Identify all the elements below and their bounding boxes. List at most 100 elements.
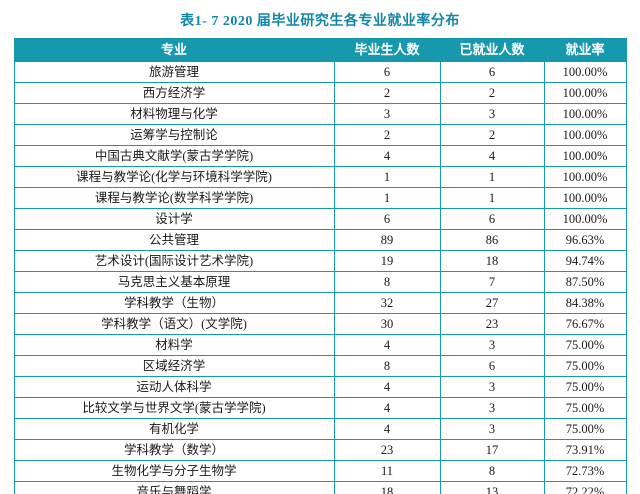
cell-major: 设计学 [13,208,335,230]
cell-graduate-count: 6 [333,208,441,230]
cell-employed-count: 13 [439,481,545,494]
cell-major: 生物化学与分子生物学 [13,460,335,482]
cell-employment-rate: 76.67% [543,313,627,335]
header-employed-count: 已就业人数 [439,38,545,62]
cell-employed-count: 6 [439,355,545,377]
cell-graduate-count: 4 [333,376,441,398]
cell-employed-count: 6 [439,208,545,230]
cell-graduate-count: 4 [333,418,441,440]
table-row: 学科教学（数学） 23 17 73.91% [13,439,627,461]
cell-graduate-count: 4 [333,334,441,356]
cell-employment-rate: 96.63% [543,229,627,251]
cell-employed-count: 3 [439,418,545,440]
cell-graduate-count: 11 [333,460,441,482]
cell-major: 运动人体科学 [13,376,335,398]
table-row: 公共管理 89 86 96.63% [13,229,627,251]
table-row: 西方经济学 2 2 100.00% [13,82,627,104]
cell-employment-rate: 73.91% [543,439,627,461]
header-graduate-count: 毕业生人数 [333,38,441,62]
table-row: 音乐与舞蹈学 18 13 72.22% [13,481,627,494]
cell-employed-count: 8 [439,460,545,482]
cell-employed-count: 1 [439,166,545,188]
cell-graduate-count: 8 [333,271,441,293]
cell-employment-rate: 94.74% [543,250,627,272]
table-row: 生物化学与分子生物学 11 8 72.73% [13,460,627,482]
cell-employment-rate: 100.00% [543,145,627,167]
cell-major: 课程与教学论(数学科学学院) [13,187,335,209]
cell-employment-rate: 84.38% [543,292,627,314]
cell-major: 音乐与舞蹈学 [13,481,335,494]
cell-graduate-count: 1 [333,187,441,209]
cell-major: 材料物理与化学 [13,103,335,125]
cell-employment-rate: 75.00% [543,376,627,398]
cell-employment-rate: 72.73% [543,460,627,482]
cell-major: 马克思主义基本原理 [13,271,335,293]
cell-major: 公共管理 [13,229,335,251]
cell-graduate-count: 4 [333,145,441,167]
header-major: 专业 [13,38,335,62]
cell-employment-rate: 87.50% [543,271,627,293]
cell-graduate-count: 1 [333,166,441,188]
cell-major: 中国古典文献学(蒙古学学院) [13,145,335,167]
cell-employment-rate: 72.22% [543,481,627,494]
cell-employment-rate: 75.00% [543,355,627,377]
table-row: 学科教学（语文）(文学院) 30 23 76.67% [13,313,627,335]
cell-employed-count: 6 [439,61,545,83]
cell-employment-rate: 100.00% [543,61,627,83]
cell-employment-rate: 100.00% [543,124,627,146]
table-row: 学科教学（生物） 32 27 84.38% [13,292,627,314]
table-row: 运动人体科学 4 3 75.00% [13,376,627,398]
cell-employment-rate: 75.00% [543,397,627,419]
cell-employed-count: 86 [439,229,545,251]
table-row: 材料学 4 3 75.00% [13,334,627,356]
cell-major: 课程与教学论(化学与环境科学学院) [13,166,335,188]
cell-employed-count: 1 [439,187,545,209]
cell-graduate-count: 3 [333,103,441,125]
cell-graduate-count: 32 [333,292,441,314]
cell-graduate-count: 19 [333,250,441,272]
cell-major: 学科教学（语文）(文学院) [13,313,335,335]
cell-employment-rate: 100.00% [543,208,627,230]
cell-employed-count: 23 [439,313,545,335]
table-row: 艺术设计(国际设计艺术学院) 19 18 94.74% [13,250,627,272]
table-title: 表1- 7 2020 届毕业研究生各专业就业率分布 [180,14,460,29]
cell-graduate-count: 8 [333,355,441,377]
cell-employment-rate: 100.00% [543,82,627,104]
cell-graduate-count: 89 [333,229,441,251]
cell-graduate-count: 6 [333,61,441,83]
table-header-row: 专业 毕业生人数 已就业人数 就业率 [13,38,627,62]
table-row: 课程与教学论(化学与环境科学学院) 1 1 100.00% [13,166,627,188]
cell-employed-count: 4 [439,145,545,167]
cell-major: 运筹学与控制论 [13,124,335,146]
table-row: 比较文学与世界文学(蒙古学学院) 4 3 75.00% [13,397,627,419]
table-row: 中国古典文献学(蒙古学学院) 4 4 100.00% [13,145,627,167]
cell-employed-count: 17 [439,439,545,461]
table-row: 运筹学与控制论 2 2 100.00% [13,124,627,146]
cell-graduate-count: 4 [333,397,441,419]
cell-major: 比较文学与世界文学(蒙古学学院) [13,397,335,419]
table-row: 设计学 6 6 100.00% [13,208,627,230]
cell-major: 西方经济学 [13,82,335,104]
cell-employment-rate: 75.00% [543,418,627,440]
cell-major: 艺术设计(国际设计艺术学院) [13,250,335,272]
cell-employed-count: 2 [439,82,545,104]
cell-employed-count: 18 [439,250,545,272]
cell-employed-count: 3 [439,334,545,356]
cell-employed-count: 3 [439,376,545,398]
cell-employed-count: 3 [439,397,545,419]
cell-employed-count: 7 [439,271,545,293]
table-row: 课程与教学论(数学科学学院) 1 1 100.00% [13,187,627,209]
header-employment-rate: 就业率 [543,38,627,62]
table-row: 区域经济学 8 6 75.00% [13,355,627,377]
table-row: 材料物理与化学 3 3 100.00% [13,103,627,125]
cell-graduate-count: 30 [333,313,441,335]
cell-major: 区域经济学 [13,355,335,377]
table-row: 旅游管理 6 6 100.00% [13,61,627,83]
cell-employed-count: 27 [439,292,545,314]
cell-employment-rate: 100.00% [543,166,627,188]
cell-major: 学科教学（数学） [13,439,335,461]
cell-major: 学科教学（生物） [13,292,335,314]
employment-rate-table: 专业 毕业生人数 已就业人数 就业率 旅游管理 6 6 100.00% 西方经济学 2 2 1… [13,38,627,494]
cell-major: 有机化学 [13,418,335,440]
